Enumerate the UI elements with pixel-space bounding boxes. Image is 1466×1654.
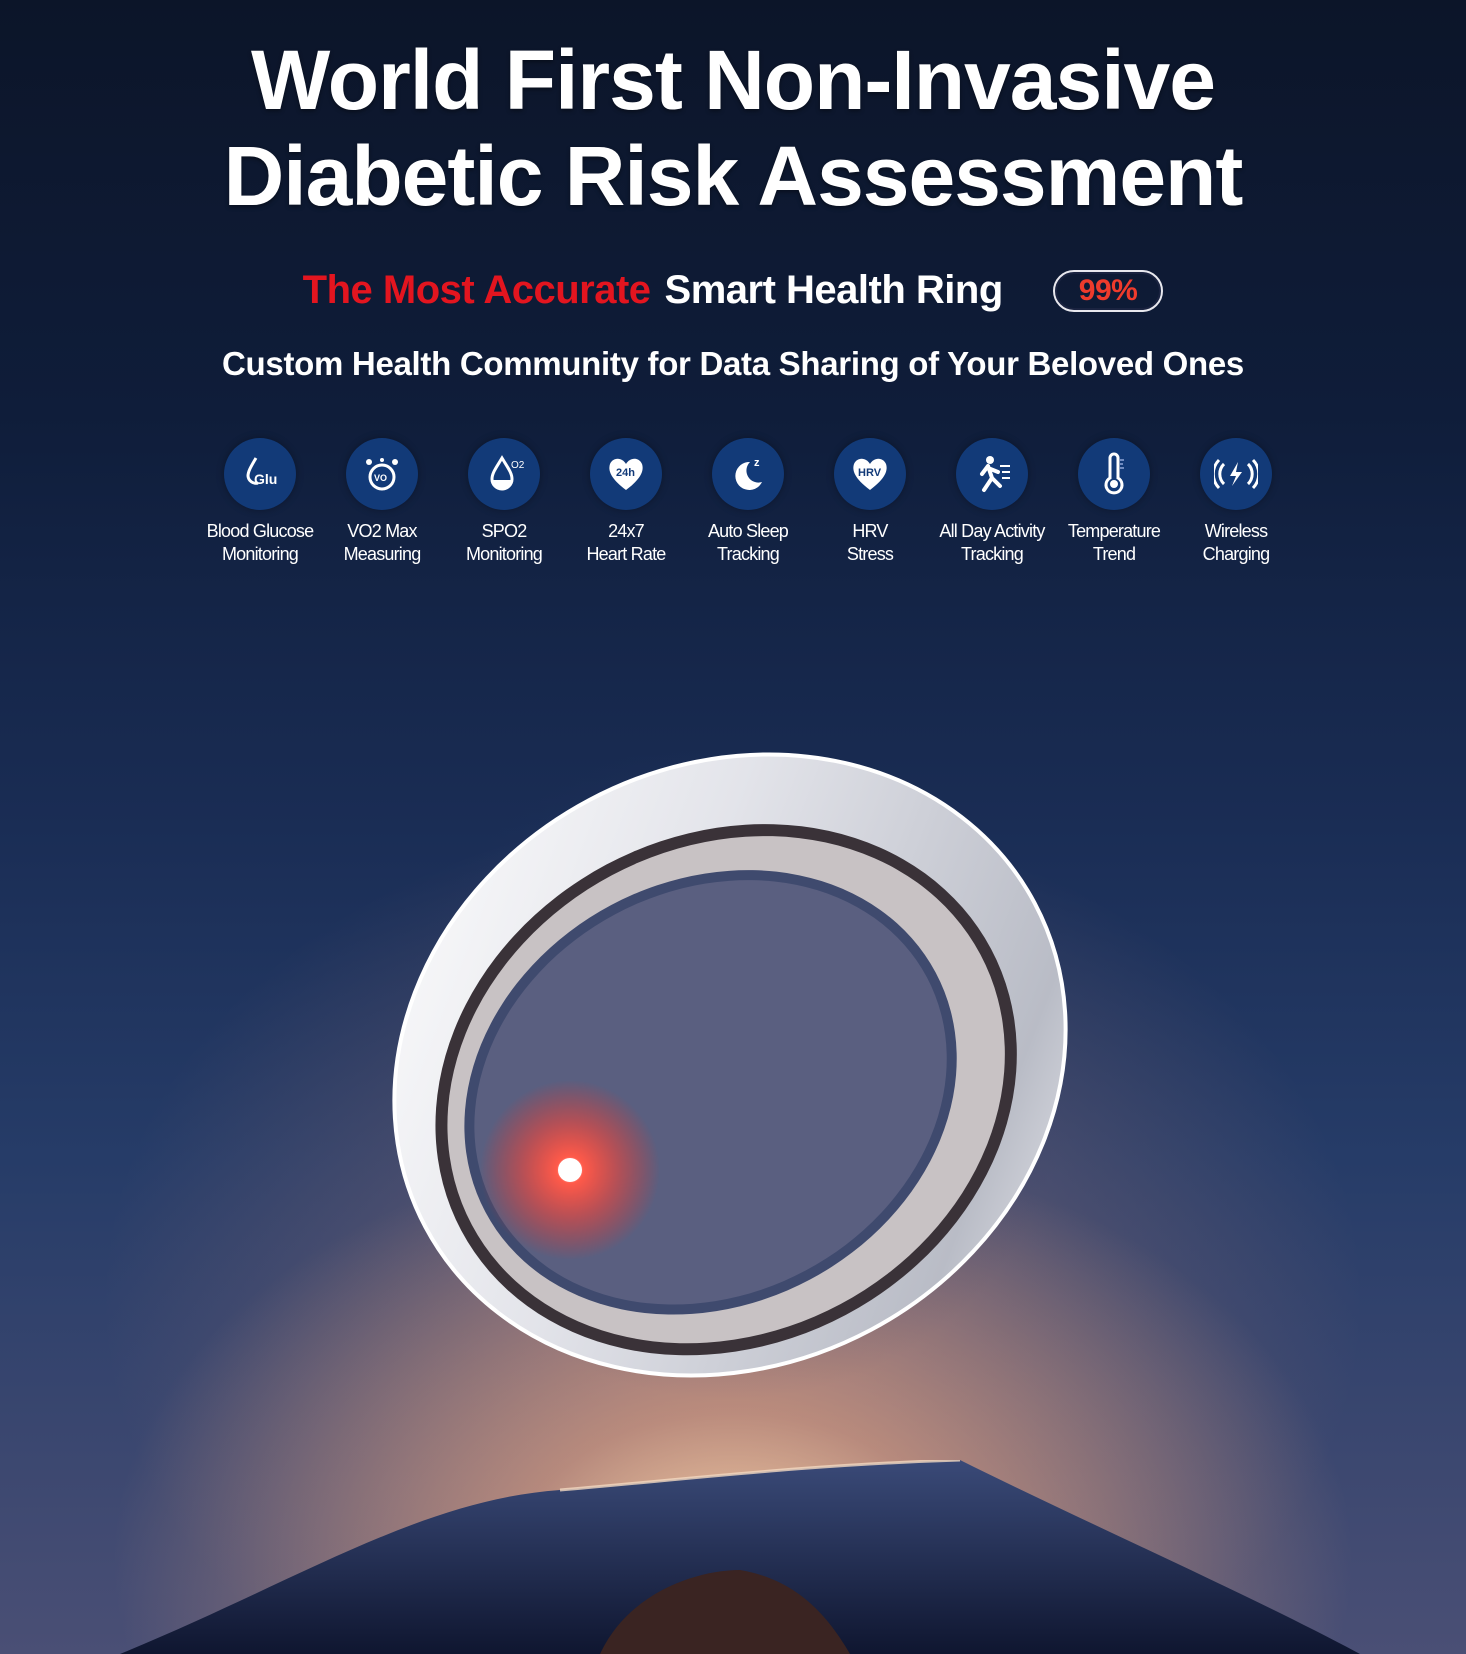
heart-24h-icon: 24h <box>590 438 662 510</box>
subheadline: The Most Accurate Smart Health Ring 99% <box>0 268 1466 313</box>
svg-text:VO: VO <box>374 473 387 483</box>
feature-label-line-1: Temperature <box>1067 521 1161 541</box>
feature-label-line-2: Tracking <box>961 544 1024 564</box>
feature-item: 24h 24x7 Heart Rate <box>565 438 687 566</box>
svg-text:24h: 24h <box>616 467 635 479</box>
feature-item: z Auto Sleep Tracking <box>687 438 809 566</box>
subheadline-highlight: The Most Accurate <box>302 268 651 312</box>
feature-item: Glu Blood Glucose Monitoring <box>199 438 321 566</box>
feature-item: All Day Activity Tracking <box>931 438 1053 566</box>
feature-label-line-1: Auto Sleep <box>707 521 789 541</box>
feature-label-line-1: All Day Activity <box>939 521 1045 541</box>
feature-label-line-2: Charging <box>1202 544 1270 564</box>
feature-label-line-2: Monitoring <box>465 544 543 564</box>
feature-label-line-2: Tracking <box>717 544 780 564</box>
feature-label: SPO2 Monitoring <box>465 520 543 566</box>
feature-label-line-1: HRV <box>852 521 888 541</box>
moon-sleep-icon: z <box>712 438 784 510</box>
spo2-drop-icon: O2 <box>468 438 540 510</box>
mountain-pedestal <box>120 1460 1360 1654</box>
feature-item: VO VO2 Max Measuring <box>321 438 443 566</box>
feature-item: Wireless Charging <box>1175 438 1297 566</box>
svg-text:Glu: Glu <box>254 471 277 487</box>
headline-line-2: Diabetic Risk Assessment <box>223 129 1244 223</box>
svg-text:HRV: HRV <box>858 467 882 479</box>
feature-label: VO2 Max Measuring <box>343 520 422 566</box>
accuracy-badge: 99% <box>1052 269 1164 312</box>
feature-label-line-1: VO2 Max <box>347 521 417 541</box>
vo2-icon: VO <box>346 438 418 510</box>
feature-label: HRV Stress <box>846 520 894 566</box>
feature-label: 24x7 Heart Rate <box>586 520 666 566</box>
feature-label: Wireless Charging <box>1203 520 1270 566</box>
tagline: Custom Health Community for Data Sharing… <box>222 345 1244 382</box>
feature-label: Auto Sleep Tracking <box>707 520 789 566</box>
smart-ring-image <box>390 740 1070 1400</box>
glucose-drop-icon: Glu <box>224 438 296 510</box>
feature-label-line-2: Monitoring <box>221 544 299 564</box>
subheadline-rest: Smart Health Ring <box>664 268 1004 312</box>
headline-line-1: World First Non-Invasive <box>251 33 1216 127</box>
feature-item: HRV HRV Stress <box>809 438 931 566</box>
feature-item: Temperature Trend <box>1053 438 1175 566</box>
thermometer-icon <box>1078 438 1150 510</box>
feature-item: O2 SPO2 Monitoring <box>443 438 565 566</box>
svg-text:z: z <box>754 457 760 469</box>
heart-hrv-icon: HRV <box>834 438 906 510</box>
running-person-icon <box>956 438 1028 510</box>
wireless-charging-icon <box>1200 438 1272 510</box>
feature-label-line-1: 24x7 <box>608 521 645 541</box>
feature-label-line-2: Heart Rate <box>586 544 666 564</box>
feature-label-line-1: Wireless <box>1204 521 1268 541</box>
feature-label-line-1: Blood Glucose <box>206 521 314 541</box>
feature-label: Temperature Trend <box>1067 520 1161 566</box>
feature-label-line-2: Stress <box>846 544 894 564</box>
feature-label-line-2: Measuring <box>343 544 422 564</box>
feature-label-line-2: Trend <box>1092 544 1136 564</box>
feature-label: All Day Activity Tracking <box>939 520 1045 566</box>
svg-text:O2: O2 <box>511 460 525 471</box>
feature-label-line-1: SPO2 <box>481 521 528 541</box>
feature-label: Blood Glucose Monitoring <box>207 520 314 566</box>
feature-list: Glu Blood Glucose Monitoring VO VO2 Max Measu… <box>199 438 1297 566</box>
